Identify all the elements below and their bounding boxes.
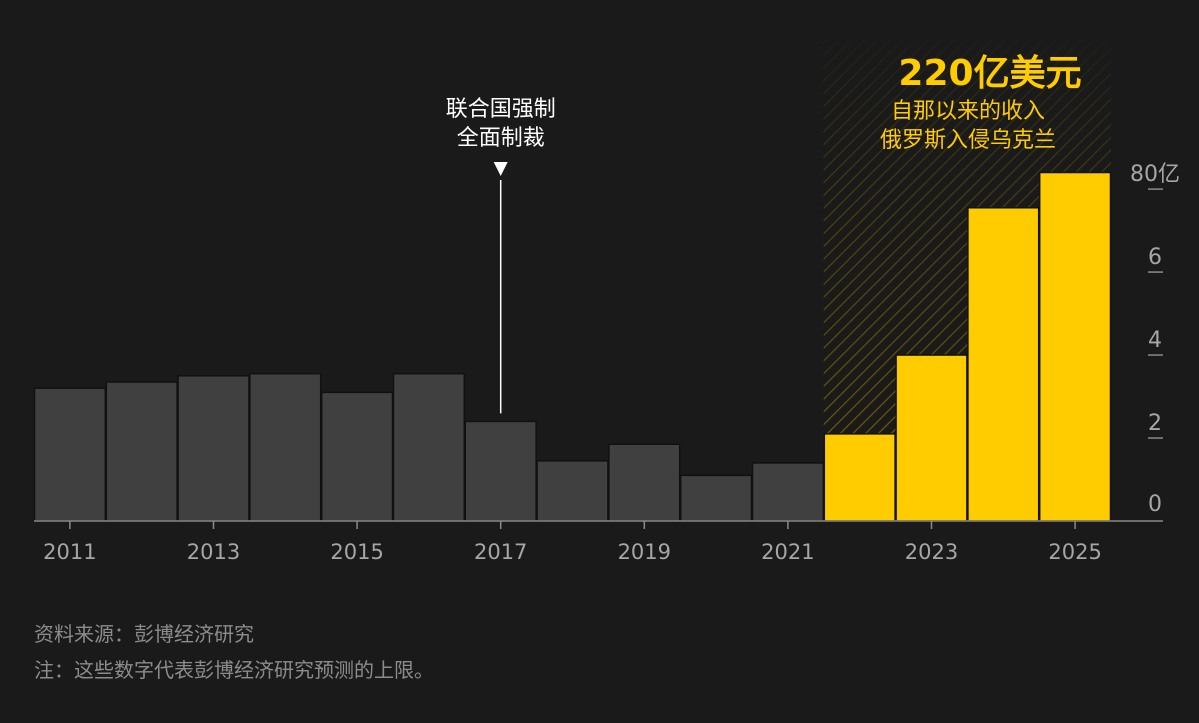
footnote: 注：这些数字代表彭博经济研究预测的上限。 [34,658,434,682]
y-tick-label-6: 6 [1148,245,1162,270]
bars [33,171,1112,522]
bar-2020 [679,474,753,522]
y-tick-label-8: 80亿 [1130,162,1180,187]
x-tick-label-2021: 2021 [761,540,814,564]
bar-2016 [392,372,466,522]
x-tick-label-2017: 2017 [474,540,527,564]
y-tick-label-4: 4 [1148,328,1162,353]
bar-2024 [967,207,1040,522]
bar-2023 [895,354,968,522]
highlight-caption-line-2: 俄罗斯入侵乌克兰 [880,128,1056,153]
bar-2017 [464,420,537,522]
event-arrow-icon [493,162,508,176]
x-tick-label-2019: 2019 [618,540,671,564]
x-tick-label-2015: 2015 [330,540,383,564]
bar-2021 [751,462,825,522]
event-annotation-line-2: 全面制裁 [457,126,545,151]
bar-chart: 2011 2013 2015 2017 2019 2021 2023 2025024680亿 … [33,40,1180,564]
bar-2014 [249,372,322,522]
axes: 2011 2013 2015 2017 2019 2021 2023 2025 0 2 4 6 80亿 [34,162,1180,564]
bar-2018 [536,460,609,522]
bar-2013 [177,375,250,522]
x-tick-label-2023: 2023 [905,540,958,564]
x-tick-label-2013: 2013 [187,540,240,564]
bar-2012 [105,381,178,522]
bar-2015 [320,391,394,522]
bar-2025 [1038,171,1112,522]
y-tick-label-0: 0 [1148,492,1162,517]
highlight-total: 220亿美元 [898,53,1081,94]
y-tick-label-2: 2 [1148,411,1162,436]
bar-2022 [823,433,896,522]
event-annotation-line-1: 联合国强制 [446,97,556,122]
bar-2019 [608,443,681,522]
highlight-caption-line-1: 自那以来的收入 [891,99,1045,124]
bar-2011 [33,387,107,522]
x-tick-label-2025: 2025 [1048,540,1101,564]
x-tick-label-2011: 2011 [43,540,96,564]
source-note: 资料来源：彭博经济研究 [34,622,254,646]
